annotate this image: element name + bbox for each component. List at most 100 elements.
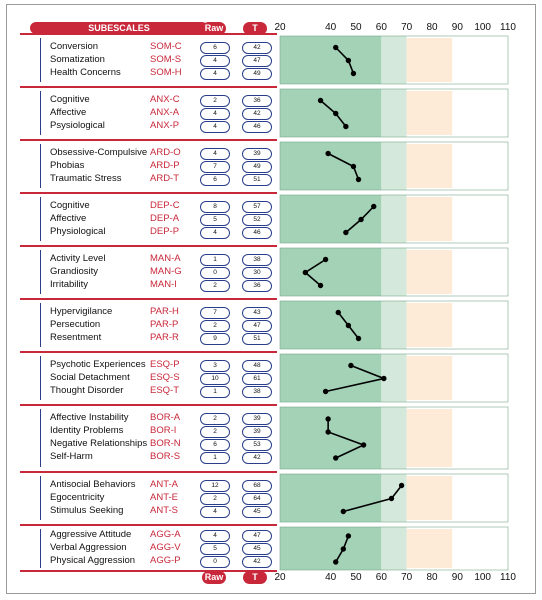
subscale-label: Social Detachment — [50, 371, 130, 383]
subscale-label: Grandiosity — [50, 265, 99, 277]
subscale-row: Persecution PAR-P 2 47 — [50, 319, 275, 333]
profile-point — [398, 482, 405, 489]
subscale-row: Physical Aggression AGG-P 0 42 — [50, 555, 275, 569]
scale-bracket-line — [40, 144, 41, 188]
section-divider — [20, 570, 277, 572]
raw-score: 4 — [200, 54, 230, 67]
subscale-row: Aggressive Attitude AGG-A 4 47 — [50, 529, 275, 543]
subscale-row: Negative Relationships BOR-N 6 53 — [50, 438, 275, 452]
band-group-man — [279, 247, 509, 297]
raw-score: 2 — [200, 413, 230, 425]
band-normal — [280, 36, 382, 84]
band-group-bor — [279, 406, 509, 470]
subscale-code: AGG-P — [150, 555, 181, 566]
section-divider — [20, 351, 277, 353]
raw-score: 4 — [200, 226, 230, 239]
profile-point — [325, 429, 331, 435]
subscale-row: Thought Disorder ESQ-T 1 38 — [50, 385, 275, 399]
subscale-label: Psysiological — [50, 119, 105, 131]
band-outline — [279, 194, 509, 244]
scale-bracket-line — [40, 250, 41, 294]
profile-point — [360, 442, 367, 448]
scale-bracket-line — [40, 91, 41, 135]
raw-score: 4 — [200, 530, 230, 542]
profile-point — [355, 335, 362, 342]
subscale-code: SOM-S — [150, 53, 182, 65]
section-divider — [20, 245, 277, 247]
raw-score: 1 — [200, 253, 230, 266]
t-score: 42 — [242, 452, 272, 464]
subscale-row: Resentment PAR-R 9 51 — [50, 332, 275, 346]
profile-point — [325, 416, 331, 422]
raw-score: 0 — [200, 266, 230, 279]
subscale-code: ARD-T — [150, 172, 180, 184]
profile-line-bor — [327, 419, 366, 459]
profile-point — [381, 375, 387, 382]
band-normal — [280, 248, 382, 296]
subscale-row: Egocentricity ANT-E 2 64 — [50, 492, 275, 506]
subscales-header: SUBESCALES — [30, 22, 208, 34]
profile-point — [345, 322, 352, 329]
raw-score: 7 — [200, 306, 230, 319]
t-score: 42 — [242, 41, 272, 54]
profile-point — [333, 110, 339, 117]
raw-score: 4 — [200, 67, 230, 80]
subscale-code: ANX-C — [150, 93, 180, 105]
raw-score: 5 — [200, 543, 230, 555]
subscale-row: Antisocial Behaviors ANT-A 12 68 — [50, 479, 275, 493]
subscale-code: DEP-A — [150, 212, 180, 224]
band-normal — [280, 195, 382, 243]
subscale-label: Cognitive — [50, 199, 90, 211]
raw-score: 6 — [200, 439, 230, 451]
section-divider — [20, 404, 277, 406]
subscale-code: BOR-N — [150, 438, 181, 449]
raw-score: 4 — [200, 147, 230, 160]
subscale-row: Self-Harm BOR-S 1 42 — [50, 451, 275, 465]
band-elevated — [381, 407, 407, 469]
t-score: 39 — [242, 413, 272, 425]
t-score: 46 — [242, 226, 272, 239]
band-elevated — [381, 142, 407, 190]
x-bottom-tick-70: 70 — [401, 572, 413, 583]
subscale-code: ARD-P — [150, 159, 180, 171]
subscale-label: Activity Level — [50, 252, 106, 264]
scale-bracket-line — [40, 409, 41, 467]
subscale-code: PAR-H — [150, 305, 179, 317]
subscale-code: AGG-V — [150, 542, 181, 553]
subscale-label: Phobias — [50, 159, 85, 171]
profile-point — [345, 57, 352, 64]
raw-score: 4 — [200, 107, 230, 120]
profile-frame — [6, 4, 536, 594]
t-header: T — [243, 22, 267, 35]
subscale-label: Self-Harm — [50, 451, 93, 462]
subscale-label: Affective Instability — [50, 412, 129, 423]
subscale-row: Conversion SOM-C 6 42 — [50, 41, 275, 55]
t-score: 43 — [242, 306, 272, 319]
subscale-row: Psychotic Experiences ESQ-P 3 48 — [50, 359, 275, 373]
band-group-som — [279, 35, 509, 85]
raw-header: Raw — [202, 22, 226, 35]
x-top-tick-110: 110 — [500, 22, 516, 33]
t-score: 51 — [242, 173, 272, 186]
subscale-row: Phobias ARD-P 7 49 — [50, 160, 275, 174]
profile-point — [371, 203, 377, 210]
subscale-label: Persecution — [50, 318, 101, 330]
subscale-row: Hypervigilance PAR-H 7 43 — [50, 306, 275, 320]
raw-score: 9 — [200, 332, 230, 345]
subscale-code: BOR-S — [150, 451, 181, 462]
t-score: 39 — [242, 147, 272, 160]
raw-score: 8 — [200, 200, 230, 213]
x-bottom-tick-80: 80 — [426, 572, 438, 583]
raw-score: 3 — [200, 359, 230, 372]
subscale-label: Stimulus Seeking — [50, 504, 124, 516]
raw-score: 2 — [200, 279, 230, 292]
subscale-label: Cognitive — [50, 93, 90, 105]
band-clinical-fill — [406, 38, 453, 82]
t-score: 49 — [242, 160, 272, 173]
t-footer: T — [243, 571, 267, 584]
t-score: 64 — [242, 492, 272, 505]
subscale-label: Egocentricity — [50, 491, 105, 503]
subscale-row: Somatization SOM-S 4 47 — [50, 54, 275, 68]
subscale-code: ANT-E — [150, 491, 178, 503]
t-score: 38 — [242, 385, 272, 398]
